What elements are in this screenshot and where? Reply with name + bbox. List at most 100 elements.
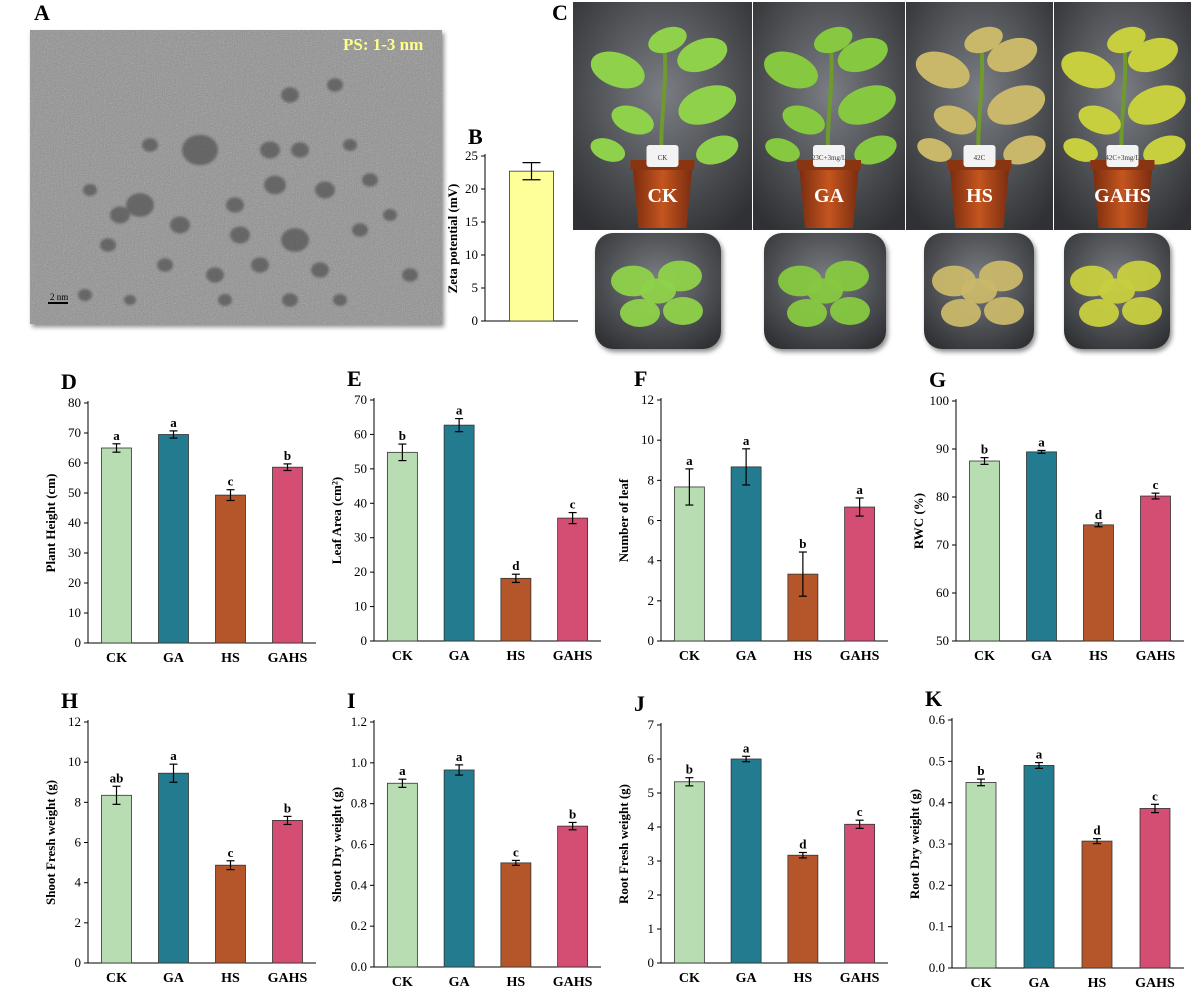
bar-gahs [272,466,303,644]
x-tick-label: GAHS [553,649,593,664]
nanoparticle [182,134,218,166]
x-tick-label: GA [449,649,471,664]
nanoparticle [226,197,244,213]
x-tick-label: GA [736,649,758,664]
x-tick-label: CK [679,649,700,664]
nanoparticle [383,209,397,221]
leaf-shape [987,37,1038,73]
leaf-shape [917,138,952,162]
bar-ck [386,451,418,642]
nanoparticle [170,216,190,234]
scale-bar-label: 2 nm [50,292,68,302]
x-tick-label: GA [163,971,185,986]
photo-label: HS [966,185,993,207]
panel-letter-d: D [61,369,77,394]
y-tick-label: 0.4 [929,795,946,810]
bar-ga [1026,451,1057,642]
y-axis-label: Leaf Area (cm²) [329,477,344,564]
bar-hs [500,577,532,642]
y-tick-label: 0 [472,313,479,328]
leaf-shape [964,26,1003,54]
chart-f: F 0 2 4 6 8 10 12 Number of leaf a CK a GA b HS a GAHS [616,366,888,664]
photo-hs: 42C HS [906,2,1053,349]
significance-letter: d [1093,823,1101,838]
bar-ck [101,447,132,644]
bar-ga [443,424,475,642]
bar-gahs [1139,808,1171,969]
nanoparticle [260,141,280,159]
leaf-shape [765,138,800,162]
x-tick-label: HS [507,975,526,990]
y-tick-label: 60 [354,426,367,441]
photo-ga: 23C+3mg/L GA [753,2,905,349]
nanoparticle [282,293,298,307]
significance-letter: b [799,536,806,551]
y-tick-label: 0.3 [929,836,945,851]
y-tick-label: 25 [465,148,478,163]
bar-ck [673,486,705,642]
y-tick-label: 50 [354,461,367,476]
x-tick-label: HS [221,971,240,986]
nanoparticle [206,267,224,283]
photo-label: GAHS [1094,185,1151,207]
y-tick-label: 0.6 [351,837,368,852]
nanoparticle [142,138,158,152]
leaf-shape [1107,26,1146,54]
significance-letter: b [399,428,406,443]
leaf-shape [854,135,897,165]
y-tick-label: 20 [68,575,81,590]
y-tick-label: 10 [465,247,478,262]
pot-tag [1106,145,1139,167]
bar-ck [673,781,705,964]
bar-gahs [557,517,589,642]
nanoparticle [264,175,286,195]
y-tick-label: 6 [648,513,655,528]
nanoparticle [315,181,335,199]
y-tick-label: 1 [648,921,655,936]
particle-size-annotation: PS: 1-3 nm [343,35,423,54]
top-view-leaf [941,299,981,327]
leaf-shape [1143,135,1186,165]
chart-b: 0 5 10 15 20 25 Zeta potential (mV) [445,148,578,328]
bar-gahs [557,825,589,968]
y-tick-label: 2 [648,887,655,902]
bar-ga [158,434,189,644]
leaf-shape [813,26,853,54]
panel-letter-i: I [347,688,356,713]
bar-hs [215,864,246,964]
y-tick-label: 7 [648,717,655,732]
y-tick-label: 0.6 [929,712,946,727]
bar-ga [443,769,475,968]
bar-ga [730,466,762,642]
y-tick-label: 10 [641,432,654,447]
bar-ck [101,794,132,964]
significance-letter: b [284,448,291,463]
significance-letter: c [1153,477,1159,492]
y-axis-label: Plant Height (cm) [43,474,58,573]
panel-letter-j: J [634,691,645,716]
leaf-shape [838,85,896,125]
y-axis-label: Number of leaf [616,478,631,562]
x-tick-label: GAHS [268,651,308,666]
leaf-shape [1061,51,1116,89]
bar-ck [965,782,997,969]
bar-hs [500,862,532,968]
y-tick-label: 6 [75,835,82,850]
significance-letter: b [284,800,291,815]
leaf-shape [648,26,687,54]
y-axis-label: RWC (%) [911,493,926,549]
nanoparticle [333,294,347,306]
x-tick-label: HS [221,651,240,666]
y-tick-label: 2 [75,915,82,930]
y-tick-label: 0.4 [351,877,368,892]
x-tick-label: GAHS [840,971,880,986]
y-tick-label: 60 [936,585,949,600]
plant-pot [949,165,1010,228]
y-tick-label: 10 [68,754,81,769]
x-tick-label: GAHS [1136,649,1176,664]
y-tick-label: 0.1 [929,919,945,934]
y-tick-label: 0 [361,633,368,648]
leaf-shape [915,51,970,89]
x-tick-label: CK [106,971,127,986]
